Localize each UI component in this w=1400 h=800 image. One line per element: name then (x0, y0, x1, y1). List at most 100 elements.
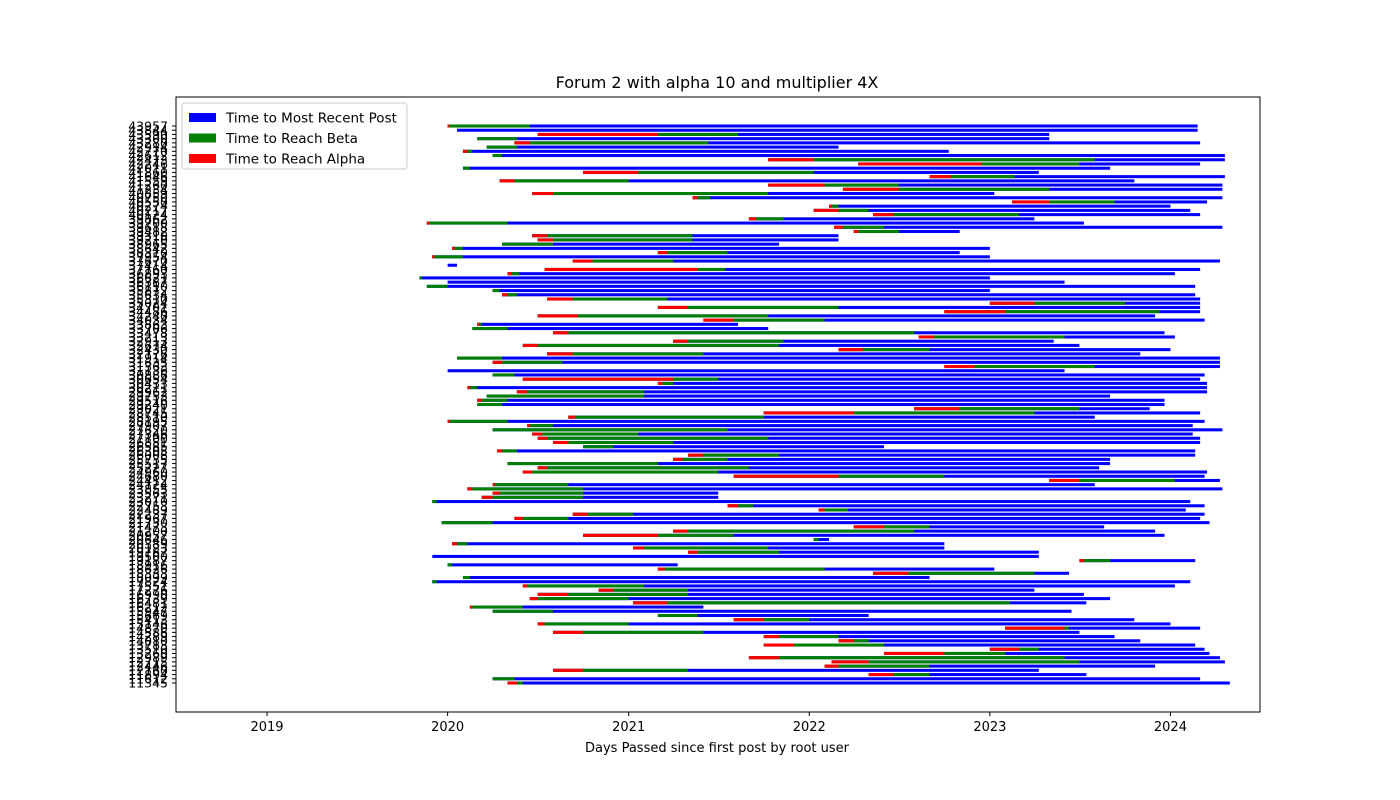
recent-post-bar (657, 381, 1208, 385)
beta-bar (452, 542, 468, 546)
y-tick-label: 21730 (128, 515, 168, 530)
beta-bar (492, 428, 728, 432)
y-tick-label: 26008 (128, 448, 168, 463)
y-tick-label: 31363 (128, 359, 168, 374)
beta-bar (537, 466, 749, 470)
recent-post-bar (733, 618, 1135, 622)
alpha-bar (572, 259, 593, 263)
recent-post-bar (447, 280, 1065, 284)
y-tick-label: 20123 (128, 540, 168, 555)
beta-bar (853, 525, 930, 529)
y-tick-label: 16739 (128, 591, 168, 606)
y-tick-label: 25227 (128, 460, 168, 475)
y-tick-label: 30654 (128, 372, 168, 387)
alpha-bar (544, 267, 698, 271)
y-tick-label: 26851 (128, 435, 168, 450)
y-tick-label: 18099 (128, 570, 168, 585)
alpha-bar (633, 601, 668, 605)
y-tick-label: 25735 (128, 452, 168, 467)
recent-post-bar (499, 179, 1135, 183)
beta-bar (748, 217, 784, 221)
recent-post-bar (529, 597, 1111, 601)
beta-bar (469, 605, 523, 609)
recent-post-bar (813, 538, 830, 542)
alpha-bar (481, 495, 493, 499)
beta-bar (748, 656, 1065, 660)
beta-bar (572, 259, 674, 263)
alpha-bar (447, 419, 450, 423)
beta-bar (462, 166, 470, 170)
alpha-bar (692, 196, 698, 200)
beta-bar (853, 229, 899, 234)
beta-bar (633, 546, 769, 550)
recent-post-bar (481, 495, 719, 499)
recent-post-bar (532, 432, 1193, 436)
y-tick-label: 28510 (128, 410, 168, 425)
y-tick-label: 19187 (128, 553, 168, 568)
beta-bar (441, 521, 493, 525)
recent-post-bar (688, 453, 1196, 457)
recent-post-bar (477, 137, 1050, 141)
alpha-bar (989, 301, 1035, 305)
alpha-bar (492, 483, 495, 487)
recent-post-bar (492, 491, 719, 495)
y-tick-label: 15146 (128, 616, 168, 631)
recent-post-bar (462, 166, 1111, 170)
recent-post-bar (426, 284, 1196, 288)
beta-bar (426, 221, 508, 225)
y-tick-label: 29753 (128, 389, 168, 404)
recent-post-bar (441, 521, 1210, 525)
alpha-bar (1005, 626, 1065, 630)
y-tick-label: 41234 (128, 182, 168, 197)
recent-post-bar (447, 263, 458, 267)
y-tick-label: 24960 (128, 465, 168, 480)
recent-post-bar (633, 546, 945, 550)
legend-swatch (189, 113, 216, 122)
y-tick-label: 12715 (128, 654, 168, 669)
beta-bar (492, 677, 515, 681)
alpha-bar (522, 470, 533, 474)
y-tick-label: 34486 (128, 304, 168, 319)
recent-post-bar (492, 609, 1072, 613)
recent-post-bar (477, 402, 1165, 407)
y-tick-label: 11345 (128, 676, 168, 691)
y-tick-label: 41860 (128, 165, 168, 180)
beta-bar (673, 457, 728, 461)
alpha-bar (657, 251, 668, 255)
alpha-bar (853, 525, 884, 529)
recent-post-bar (929, 175, 1225, 179)
recent-post-bar (462, 575, 930, 580)
beta-bar (457, 356, 503, 360)
recent-post-bar (467, 487, 1223, 491)
beta-bar (657, 305, 839, 309)
beta-bar (547, 297, 668, 301)
recent-post-bar (768, 183, 1223, 187)
beta-bar (486, 145, 517, 149)
y-tick-label: 43280 (128, 135, 168, 150)
recent-post-bar (447, 124, 1198, 128)
y-tick-label: 28745 (128, 405, 168, 420)
alpha-bar (583, 170, 639, 174)
alpha-bar (733, 474, 839, 478)
recent-post-bar (544, 267, 1201, 271)
legend-box (181, 102, 408, 170)
beta-bar (467, 487, 584, 491)
recent-post-bar (598, 588, 1035, 592)
alpha-bar (929, 175, 952, 179)
alpha-bar (829, 204, 832, 208)
beta-bar (514, 516, 569, 520)
y-tick-label: 34240 (128, 308, 168, 323)
alpha-bar (831, 660, 869, 664)
recent-post-bar (763, 635, 1115, 639)
beta-bar (522, 343, 780, 347)
beta-bar (467, 386, 478, 390)
y-tick-label: 18333 (128, 566, 168, 581)
alpha-bar (537, 132, 658, 136)
x-tick-label: 2024 (1154, 720, 1187, 735)
alpha-bar (547, 297, 573, 301)
y-tick-label: 39210 (128, 232, 168, 247)
recent-post-bar (853, 229, 960, 234)
recent-post-bar (873, 213, 1201, 217)
beta-bar (477, 322, 482, 326)
beta-bar (829, 204, 839, 208)
